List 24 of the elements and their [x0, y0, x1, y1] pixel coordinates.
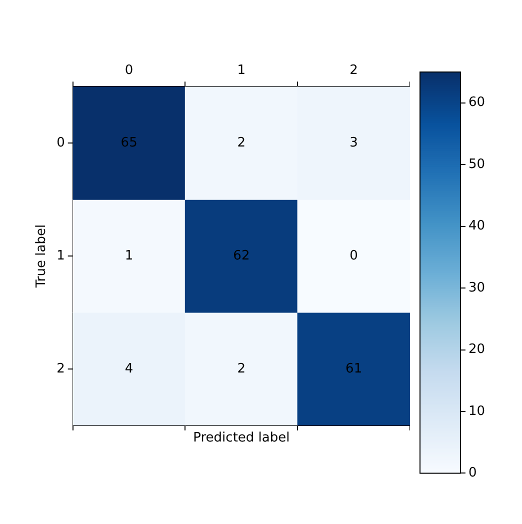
y-axis-title: True label [34, 224, 50, 289]
data-label: 0 [350, 248, 358, 264]
color-bar-label: 0 [468, 466, 477, 481]
color-bar-label: 30 [468, 280, 486, 296]
data-label: 61 [346, 361, 362, 376]
x-tick-label: 2 [350, 63, 358, 78]
color-bar-label: 20 [468, 342, 486, 358]
color-bar-label: 50 [468, 156, 486, 172]
y-tick-label: 0 [56, 135, 65, 150]
data-label: 65 [120, 135, 138, 150]
x-tick-label: 0 [124, 63, 134, 78]
x-axis-title: Predicted label [193, 430, 290, 446]
data-label: 2 [237, 135, 246, 150]
data-label: 62 [233, 248, 250, 264]
x-tick-label: 1 [237, 63, 246, 78]
color-bar-label: 60 [468, 95, 486, 110]
data-label: 1 [124, 248, 134, 264]
data-label: 2 [237, 361, 246, 376]
y-tick-label: 2 [56, 361, 65, 376]
y-tick-label: 1 [56, 248, 65, 264]
color-bar-label: 40 [468, 218, 486, 234]
data-label: 3 [350, 135, 358, 150]
data-label: 4 [124, 361, 134, 376]
color-bar-label: 10 [468, 404, 486, 419]
